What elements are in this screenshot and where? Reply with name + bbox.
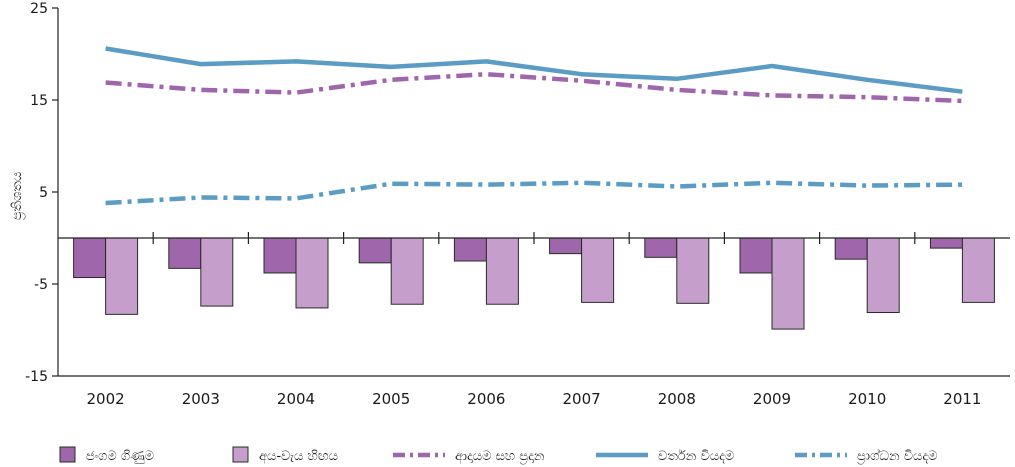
bar-current-account-2003	[168, 237, 202, 269]
bar-budget-deficit-2009	[771, 237, 805, 330]
legend-swatch	[59, 446, 76, 463]
line-capital-expenditure	[105, 180, 963, 206]
legend-revenue-and-grants: ආදායම සහ ප්‍රදාන	[393, 449, 545, 464]
y-tick-label: 25	[30, 1, 48, 17]
bar-current-account-2008	[644, 237, 678, 258]
y-axis: 25 15 5 -5 -15	[25, 1, 59, 385]
x-tick-label: 2007	[563, 390, 601, 408]
legend-label: ප්‍රාග්ධන වියදම	[857, 448, 938, 464]
bar-current-account-2004	[263, 237, 297, 274]
y-axis-label: ප්‍රතිශතය	[10, 172, 25, 221]
legend-budget-deficit: අය-වැය හිඟය	[232, 446, 338, 464]
legend-label: ආදායම සහ ප්‍රදාන	[455, 449, 545, 464]
legend-label: අය-වැය හිඟය	[259, 449, 338, 464]
x-tick-label: 2005	[372, 390, 410, 408]
bar-budget-deficit-2005	[390, 237, 424, 305]
legend-current-account: ජංගම ගිණුම	[59, 446, 154, 464]
bar-budget-deficit-2011	[961, 237, 995, 303]
legend-label: වර්තන වියදම	[658, 448, 734, 464]
bar-budget-deficit-2007	[581, 237, 615, 303]
lines	[105, 46, 963, 206]
bar-budget-deficit-2002	[105, 237, 139, 315]
bar-budget-deficit-2008	[676, 237, 710, 304]
x-tick-label: 2009	[753, 390, 791, 408]
line-current-expenditure	[105, 46, 963, 94]
x-axis: 2002 2003 2004 2005 2006 2007 2008 2009 2010 2011	[58, 232, 1010, 408]
legend-label: ජංගම ගිණුම	[86, 449, 154, 464]
legend-current-expenditure: වර්තන වියදම	[596, 448, 734, 464]
bar-current-account-2009	[739, 237, 773, 274]
legend-swatch	[232, 446, 249, 463]
bar-budget-deficit-2003	[200, 237, 234, 307]
legend: ජංගම ගිණුම අය-වැය හිඟය ආදායම සහ ප්‍රදාන වර්…	[59, 446, 938, 464]
y-tick-label: -5	[34, 277, 48, 293]
bar-current-account-2010	[834, 237, 868, 260]
y-tick-label: -15	[25, 369, 48, 385]
y-tick-label: 5	[39, 185, 48, 201]
x-tick-label: 2011	[943, 390, 981, 408]
x-tick-label: 2010	[848, 390, 886, 408]
bar-current-account-2006	[453, 237, 487, 262]
legend-capital-expenditure: ප්‍රාග්ධන වියදම	[795, 448, 938, 464]
x-tick-label: 2002	[87, 390, 125, 408]
bar-budget-deficit-2010	[866, 237, 900, 314]
x-tick-label: 2003	[182, 390, 220, 408]
bar-current-account-2011	[929, 237, 963, 249]
y-tick-label: 15	[30, 93, 48, 109]
x-tick-label: 2006	[467, 390, 505, 408]
bar-budget-deficit-2006	[485, 237, 519, 305]
bars	[73, 237, 995, 330]
bar-budget-deficit-2004	[295, 237, 329, 309]
line-revenue-and-grants	[105, 71, 963, 104]
bar-current-account-2005	[358, 237, 392, 264]
x-tick-label: 2008	[658, 390, 696, 408]
bar-current-account-2007	[549, 237, 583, 255]
x-tick-label: 2004	[277, 390, 315, 408]
bar-current-account-2002	[73, 237, 107, 279]
